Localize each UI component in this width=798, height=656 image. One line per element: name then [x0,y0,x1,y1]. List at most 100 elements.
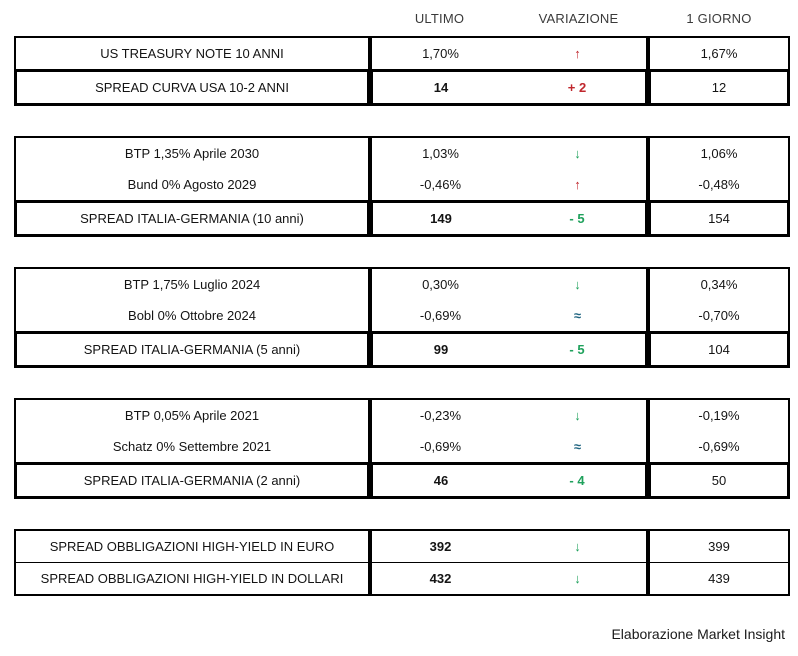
spread-box: SPREAD ITALIA-GERMANIA (2 anni) [14,462,370,499]
ultimo-value: 99 [433,342,449,357]
instrument-label: BTP 1,75% Luglio 2024 [123,277,261,292]
spread-box: 149 - 5 [370,200,648,237]
giorno-value: 50 [711,473,727,488]
column-header-variazione: VARIAZIONE [538,11,619,26]
table-row-values: 1,70% ↑ [372,38,646,69]
table-row-values: 0,30% ↓ [372,269,646,300]
ultimo-value: 1,03% [422,146,459,161]
spread-box: SPREAD ITALIA-GERMANIA (10 anni) [14,200,370,237]
ultimo-value: -0,46% [419,177,462,192]
table-column: 1,70% ↑ 14 + 2 [370,36,648,106]
table-row-values: 14 + 2 [373,72,645,103]
instrument-label: SPREAD CURVA USA 10-2 ANNI [95,80,289,95]
approx-icon: ≈ [573,439,582,454]
table-row-values: 46 - 4 [373,465,645,496]
instruments-box: -0,19% -0,69% [648,398,790,464]
instrument-label: US TREASURY NOTE 10 ANNI [100,46,284,61]
instrument-label: BTP 0,05% Aprile 2021 [124,408,260,423]
variation-indicator: - 5 [569,211,585,226]
instruments-box: BTP 1,75% Luglio 2024 Bobl 0% Ottobre 202… [14,267,370,333]
instrument-label: BTP 1,35% Aprile 2030 [124,146,260,161]
column-header-ultimo: ULTIMO [414,11,465,26]
bond-table-group: US TREASURY NOTE 10 ANNI SPREAD CURVA USA… [14,36,798,106]
ultimo-value: 46 [433,473,449,488]
spread-box: 14 + 2 [370,69,648,106]
table-column: 0,34% -0,70% 104 [648,267,790,368]
giorno-value: -0,70% [698,308,740,323]
variation-indicator: + 2 [567,80,587,95]
table-groups: US TREASURY NOTE 10 ANNI SPREAD CURVA USA… [0,36,798,596]
spread-box: 104 [648,331,790,368]
arrow-down-icon: ↓ [574,539,581,554]
table-row-values: 392 ↓ [372,531,646,562]
instrument-label: Bobl 0% Ottobre 2024 [128,308,256,323]
spread-box: 154 [648,200,790,237]
instruments-box: 1,67% [648,36,790,71]
giorno-value: 1,67% [700,46,738,61]
approx-icon: ≈ [573,308,582,323]
table-row-values: 1,03% ↓ [372,138,646,169]
instruments-box: 1,06% -0,48% [648,136,790,202]
ultimo-value: 149 [430,211,452,226]
instrument-label: Bund 0% Agosto 2029 [127,177,257,192]
variation-indicator: - 5 [569,342,585,357]
table-column: US TREASURY NOTE 10 ANNI SPREAD CURVA USA… [14,36,370,106]
bond-yields-report: ULTIMO VARIAZIONE 1 GIORNO US TREASURY N… [0,11,798,656]
instruments-box: US TREASURY NOTE 10 ANNI [14,36,370,71]
ultimo-value: 392 [429,539,452,554]
bond-table-group: BTP 1,75% Luglio 2024 Bobl 0% Ottobre 202… [14,267,798,368]
arrow-down-icon: ↓ [574,146,581,161]
table-column: 1,67% 12 [648,36,790,106]
spread-box: SPREAD OBBLIGAZIONI HIGH-YIELD IN EURO SP… [14,529,370,596]
instruments-box: 1,70% ↑ [370,36,648,71]
table-column: 392 ↓ 432 ↓ [370,529,648,596]
bond-table-group: SPREAD OBBLIGAZIONI HIGH-YIELD IN EURO SP… [14,529,798,596]
arrow-down-icon: ↓ [574,277,581,292]
instruments-box: BTP 0,05% Aprile 2021 Schatz 0% Settembre… [14,398,370,464]
table-column: BTP 0,05% Aprile 2021 Schatz 0% Settembre… [14,398,370,499]
table-column: BTP 1,75% Luglio 2024 Bobl 0% Ottobre 202… [14,267,370,368]
ultimo-value: 432 [429,571,452,586]
table-row-values: 149 - 5 [373,203,645,234]
instrument-label: SPREAD ITALIA-GERMANIA (10 anni) [80,211,304,226]
arrow-down-icon: ↓ [574,408,581,423]
spread-box: 392 ↓ 432 ↓ [370,529,648,596]
giorno-value: 0,34% [700,277,738,292]
spread-box: SPREAD ITALIA-GERMANIA (5 anni) [14,331,370,368]
instruments-box: -0,23% ↓ -0,69% ≈ [370,398,648,464]
instrument-label: SPREAD ITALIA-GERMANIA (5 anni) [83,342,301,357]
spread-box: 399 439 [648,529,790,596]
table-row-values: 99 - 5 [373,334,645,365]
giorno-value: 12 [711,80,727,95]
ultimo-value: 14 [433,80,449,95]
giorno-value: -0,19% [698,408,740,423]
instruments-box: 1,03% ↓ -0,46% ↑ [370,136,648,202]
table-row-values: -0,46% ↑ [372,169,646,200]
table-column: 1,03% ↓ -0,46% ↑ 149 - 5 [370,136,648,237]
column-header-giorno: 1 GIORNO [686,11,752,26]
table-header: ULTIMO VARIAZIONE 1 GIORNO [370,11,798,27]
table-row-values: -0,69% ≈ [372,431,646,462]
giorno-value: 439 [650,562,788,594]
source-caption: Elaborazione Market Insight [611,626,785,642]
spread-box: SPREAD CURVA USA 10-2 ANNI [14,69,370,106]
instruments-box: 0,34% -0,70% [648,267,790,333]
spread-box: 99 - 5 [370,331,648,368]
giorno-value: 154 [708,211,730,226]
giorno-value: 1,06% [700,146,738,161]
instrument-label: SPREAD OBBLIGAZIONI HIGH-YIELD IN EURO [49,539,335,554]
bond-table-group: BTP 1,35% Aprile 2030 Bund 0% Agosto 2029… [14,136,798,237]
giorno-value: -0,69% [698,439,740,454]
giorno-value: 399 [708,539,730,554]
instruments-box: BTP 1,35% Aprile 2030 Bund 0% Agosto 2029 [14,136,370,202]
instruments-box: 0,30% ↓ -0,69% ≈ [370,267,648,333]
instrument-label: SPREAD OBBLIGAZIONI HIGH-YIELD IN DOLLAR… [16,562,368,594]
table-column: 1,06% -0,48% 154 [648,136,790,237]
ultimo-value: -0,23% [419,408,462,423]
ultimo-value: -0,69% [419,308,462,323]
arrow-down-icon: ↓ [574,571,581,586]
table-column: BTP 1,35% Aprile 2030 Bund 0% Agosto 2029… [14,136,370,237]
table-column: 0,30% ↓ -0,69% ≈99 - 5 [370,267,648,368]
ultimo-value: 1,70% [422,46,459,61]
instrument-label: SPREAD ITALIA-GERMANIA (2 anni) [83,473,301,488]
